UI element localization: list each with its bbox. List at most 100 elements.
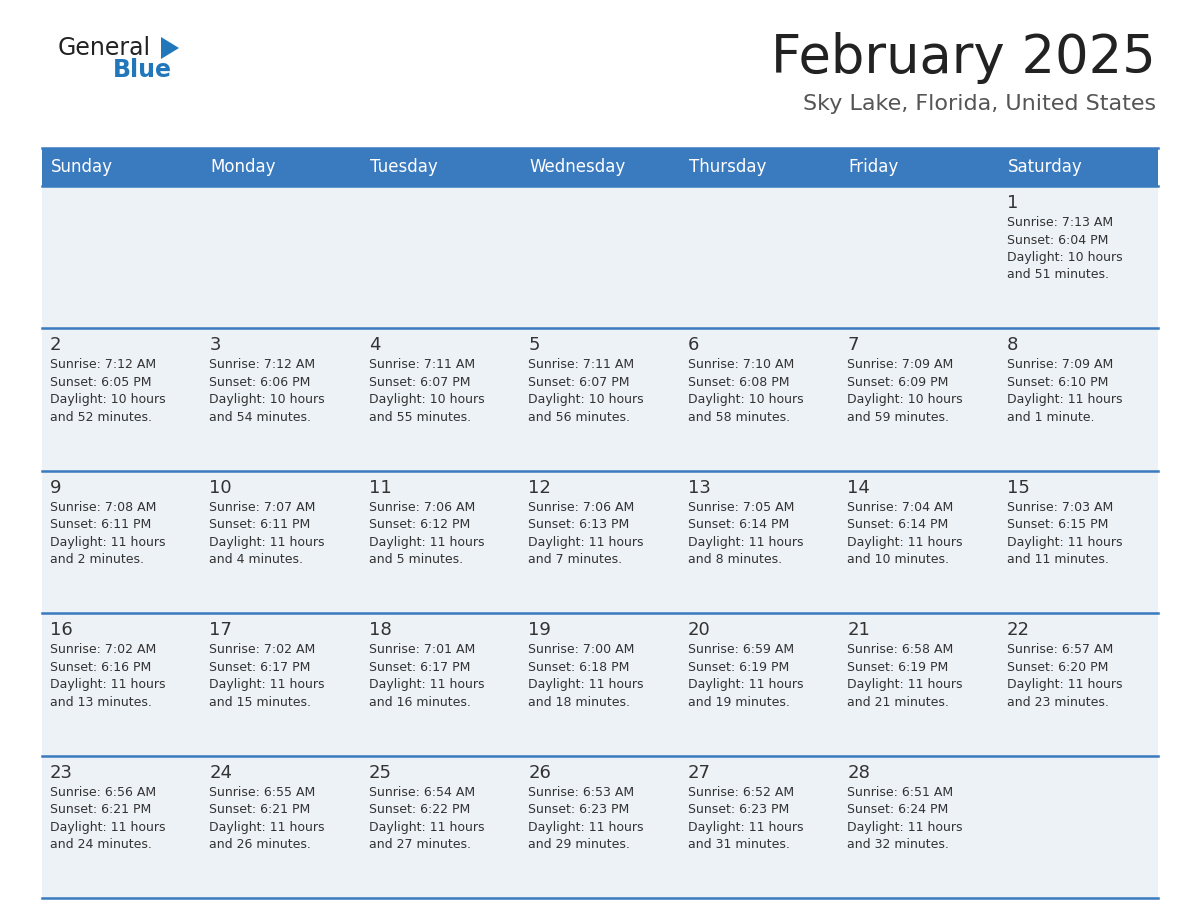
Text: Monday: Monday	[210, 158, 276, 176]
Text: Sunrise: 7:03 AM
Sunset: 6:15 PM
Daylight: 11 hours
and 11 minutes.: Sunrise: 7:03 AM Sunset: 6:15 PM Dayligh…	[1006, 501, 1123, 566]
Bar	[361, 186, 520, 329]
Bar	[42, 613, 202, 756]
Bar	[202, 613, 361, 756]
Text: Sunrise: 7:06 AM
Sunset: 6:13 PM
Daylight: 11 hours
and 7 minutes.: Sunrise: 7:06 AM Sunset: 6:13 PM Dayligh…	[529, 501, 644, 566]
Bar	[839, 613, 999, 756]
Text: Sunrise: 6:52 AM
Sunset: 6:23 PM
Daylight: 11 hours
and 31 minutes.: Sunrise: 6:52 AM Sunset: 6:23 PM Dayligh…	[688, 786, 803, 851]
Text: Sunrise: 6:56 AM
Sunset: 6:21 PM
Daylight: 11 hours
and 24 minutes.: Sunrise: 6:56 AM Sunset: 6:21 PM Dayligh…	[50, 786, 165, 851]
Bar	[680, 186, 839, 329]
Bar	[202, 756, 361, 898]
Bar	[520, 148, 680, 186]
Bar	[680, 329, 839, 471]
Text: Wednesday: Wednesday	[530, 158, 626, 176]
Text: 9: 9	[50, 479, 62, 497]
Bar	[42, 186, 202, 329]
Text: Sunrise: 6:59 AM
Sunset: 6:19 PM
Daylight: 11 hours
and 19 minutes.: Sunrise: 6:59 AM Sunset: 6:19 PM Dayligh…	[688, 644, 803, 709]
Text: Sunrise: 7:01 AM
Sunset: 6:17 PM
Daylight: 11 hours
and 16 minutes.: Sunrise: 7:01 AM Sunset: 6:17 PM Dayligh…	[368, 644, 485, 709]
Text: Sunrise: 7:11 AM
Sunset: 6:07 PM
Daylight: 10 hours
and 56 minutes.: Sunrise: 7:11 AM Sunset: 6:07 PM Dayligh…	[529, 358, 644, 424]
Text: Thursday: Thursday	[689, 158, 766, 176]
Bar	[839, 329, 999, 471]
Bar	[361, 471, 520, 613]
Text: Sunrise: 6:54 AM
Sunset: 6:22 PM
Daylight: 11 hours
and 27 minutes.: Sunrise: 6:54 AM Sunset: 6:22 PM Dayligh…	[368, 786, 485, 851]
Text: 11: 11	[368, 479, 392, 497]
Text: Sunrise: 7:00 AM
Sunset: 6:18 PM
Daylight: 11 hours
and 18 minutes.: Sunrise: 7:00 AM Sunset: 6:18 PM Dayligh…	[529, 644, 644, 709]
Text: 10: 10	[209, 479, 232, 497]
Text: 19: 19	[529, 621, 551, 639]
Text: 13: 13	[688, 479, 710, 497]
Text: Sunrise: 7:02 AM
Sunset: 6:17 PM
Daylight: 11 hours
and 15 minutes.: Sunrise: 7:02 AM Sunset: 6:17 PM Dayligh…	[209, 644, 326, 709]
Text: Sunrise: 6:53 AM
Sunset: 6:23 PM
Daylight: 11 hours
and 29 minutes.: Sunrise: 6:53 AM Sunset: 6:23 PM Dayligh…	[529, 786, 644, 851]
Bar	[680, 613, 839, 756]
Text: Sunrise: 7:09 AM
Sunset: 6:10 PM
Daylight: 11 hours
and 1 minute.: Sunrise: 7:09 AM Sunset: 6:10 PM Dayligh…	[1006, 358, 1123, 424]
Text: 27: 27	[688, 764, 710, 781]
Text: 1: 1	[1006, 194, 1018, 212]
Text: 8: 8	[1006, 336, 1018, 354]
Bar	[42, 148, 202, 186]
Text: Sunrise: 7:11 AM
Sunset: 6:07 PM
Daylight: 10 hours
and 55 minutes.: Sunrise: 7:11 AM Sunset: 6:07 PM Dayligh…	[368, 358, 485, 424]
Bar	[42, 471, 202, 613]
Bar	[361, 613, 520, 756]
Bar	[999, 756, 1158, 898]
Text: 12: 12	[529, 479, 551, 497]
Bar	[361, 329, 520, 471]
Text: Sunrise: 7:07 AM
Sunset: 6:11 PM
Daylight: 11 hours
and 4 minutes.: Sunrise: 7:07 AM Sunset: 6:11 PM Dayligh…	[209, 501, 326, 566]
Text: 21: 21	[847, 621, 870, 639]
Bar	[361, 148, 520, 186]
Bar	[42, 756, 202, 898]
Bar	[361, 756, 520, 898]
Text: 7: 7	[847, 336, 859, 354]
Text: Sunrise: 6:57 AM
Sunset: 6:20 PM
Daylight: 11 hours
and 23 minutes.: Sunrise: 6:57 AM Sunset: 6:20 PM Dayligh…	[1006, 644, 1123, 709]
Text: 6: 6	[688, 336, 699, 354]
Bar	[999, 329, 1158, 471]
Bar	[999, 613, 1158, 756]
Bar	[202, 471, 361, 613]
Bar	[839, 148, 999, 186]
Text: Blue: Blue	[113, 58, 172, 82]
Bar	[202, 186, 361, 329]
Text: Tuesday: Tuesday	[369, 158, 437, 176]
Bar	[520, 186, 680, 329]
Bar	[839, 756, 999, 898]
Text: 26: 26	[529, 764, 551, 781]
Bar	[999, 471, 1158, 613]
Text: 20: 20	[688, 621, 710, 639]
Text: 5: 5	[529, 336, 539, 354]
Text: 2: 2	[50, 336, 62, 354]
Text: 3: 3	[209, 336, 221, 354]
Text: 16: 16	[50, 621, 72, 639]
Text: Sunrise: 7:05 AM
Sunset: 6:14 PM
Daylight: 11 hours
and 8 minutes.: Sunrise: 7:05 AM Sunset: 6:14 PM Dayligh…	[688, 501, 803, 566]
Text: Sunrise: 7:09 AM
Sunset: 6:09 PM
Daylight: 10 hours
and 59 minutes.: Sunrise: 7:09 AM Sunset: 6:09 PM Dayligh…	[847, 358, 962, 424]
Text: Sunrise: 7:10 AM
Sunset: 6:08 PM
Daylight: 10 hours
and 58 minutes.: Sunrise: 7:10 AM Sunset: 6:08 PM Dayligh…	[688, 358, 803, 424]
Bar	[520, 329, 680, 471]
Bar	[839, 471, 999, 613]
Text: 15: 15	[1006, 479, 1030, 497]
Text: 28: 28	[847, 764, 870, 781]
Text: Sunrise: 6:51 AM
Sunset: 6:24 PM
Daylight: 11 hours
and 32 minutes.: Sunrise: 6:51 AM Sunset: 6:24 PM Dayligh…	[847, 786, 962, 851]
Text: Sunday: Sunday	[51, 158, 113, 176]
Text: General: General	[58, 36, 151, 60]
Bar	[520, 756, 680, 898]
Bar	[680, 471, 839, 613]
Text: 23: 23	[50, 764, 72, 781]
Text: 14: 14	[847, 479, 870, 497]
Bar	[839, 186, 999, 329]
Text: Sunrise: 6:55 AM
Sunset: 6:21 PM
Daylight: 11 hours
and 26 minutes.: Sunrise: 6:55 AM Sunset: 6:21 PM Dayligh…	[209, 786, 326, 851]
Polygon shape	[162, 37, 179, 59]
Text: Sunrise: 7:12 AM
Sunset: 6:06 PM
Daylight: 10 hours
and 54 minutes.: Sunrise: 7:12 AM Sunset: 6:06 PM Dayligh…	[209, 358, 326, 424]
Bar	[202, 329, 361, 471]
Text: Sunrise: 7:13 AM
Sunset: 6:04 PM
Daylight: 10 hours
and 51 minutes.: Sunrise: 7:13 AM Sunset: 6:04 PM Dayligh…	[1006, 216, 1123, 282]
Bar	[999, 148, 1158, 186]
Text: Sunrise: 6:58 AM
Sunset: 6:19 PM
Daylight: 11 hours
and 21 minutes.: Sunrise: 6:58 AM Sunset: 6:19 PM Dayligh…	[847, 644, 962, 709]
Text: 18: 18	[368, 621, 392, 639]
Text: February 2025: February 2025	[771, 32, 1156, 84]
Text: Friday: Friday	[848, 158, 898, 176]
Text: Sunrise: 7:04 AM
Sunset: 6:14 PM
Daylight: 11 hours
and 10 minutes.: Sunrise: 7:04 AM Sunset: 6:14 PM Dayligh…	[847, 501, 962, 566]
Text: 25: 25	[368, 764, 392, 781]
Bar	[999, 186, 1158, 329]
Bar	[680, 756, 839, 898]
Text: 22: 22	[1006, 621, 1030, 639]
Text: Sunrise: 7:02 AM
Sunset: 6:16 PM
Daylight: 11 hours
and 13 minutes.: Sunrise: 7:02 AM Sunset: 6:16 PM Dayligh…	[50, 644, 165, 709]
Text: Saturday: Saturday	[1007, 158, 1082, 176]
Text: 17: 17	[209, 621, 233, 639]
Text: 4: 4	[368, 336, 380, 354]
